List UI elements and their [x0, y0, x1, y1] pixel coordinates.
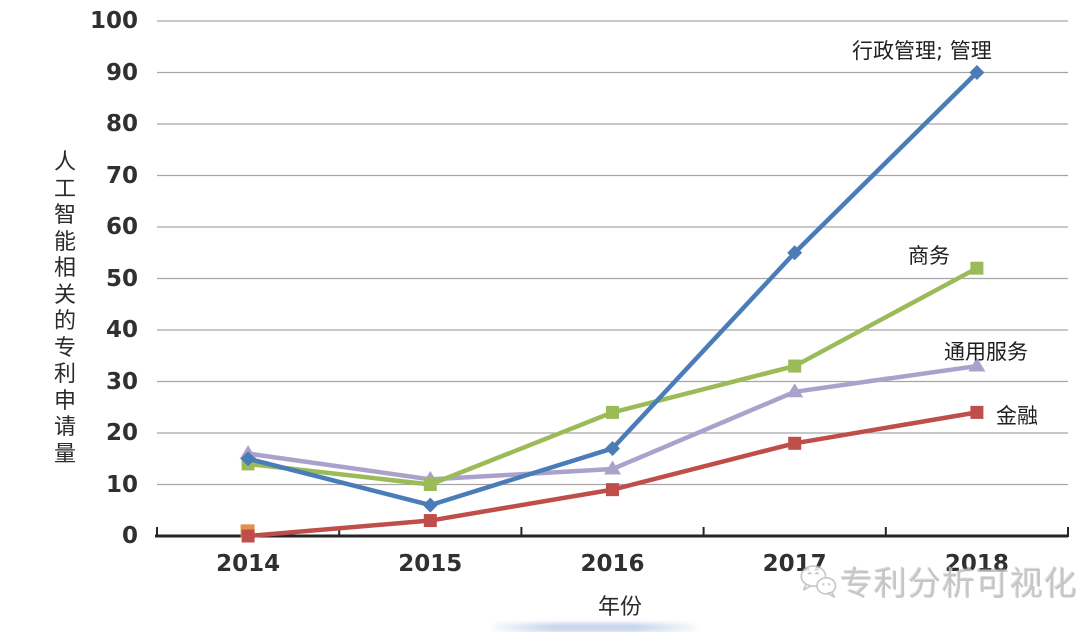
- x-tick-label: 2018: [944, 551, 1009, 577]
- series-admin-management: [240, 65, 985, 513]
- series-line-admin-management: [245, 70, 980, 508]
- y-tick-label: 70: [105, 162, 138, 189]
- y-tick-label: 0: [121, 523, 138, 549]
- x-tick-label: 2015: [398, 551, 463, 577]
- y-tick-label: 40: [105, 317, 138, 343]
- series-label-finance: 金融: [996, 404, 1038, 428]
- series-label-business: 商务: [908, 244, 950, 268]
- x-tick-label: 2017: [762, 551, 827, 577]
- y-tick-label: 100: [89, 8, 138, 34]
- y-tick-label: 30: [105, 368, 138, 395]
- y-axis-title: 人工智能相关的专利申请量: [53, 150, 76, 467]
- y-tick-label: 80: [105, 111, 138, 137]
- y-tick-label: 10: [105, 471, 138, 498]
- series-finance: [241, 405, 984, 543]
- y-tick-label: 90: [105, 59, 138, 86]
- y-tick-label: 20: [105, 420, 138, 446]
- series-business: [241, 261, 984, 491]
- x-axis-title: 年份: [597, 595, 642, 620]
- cropped-blue-artifact: [492, 623, 697, 632]
- x-tick-label: 2014: [216, 551, 281, 577]
- series-label-general-services: 通用服务: [944, 340, 1028, 364]
- series-label-admin-management: 行政管理; 管理: [852, 39, 992, 63]
- y-tick-label: 50: [105, 265, 138, 292]
- y-tick-label: 60: [105, 214, 138, 240]
- series-general-services: [239, 357, 986, 485]
- x-tick-label: 2016: [580, 551, 645, 577]
